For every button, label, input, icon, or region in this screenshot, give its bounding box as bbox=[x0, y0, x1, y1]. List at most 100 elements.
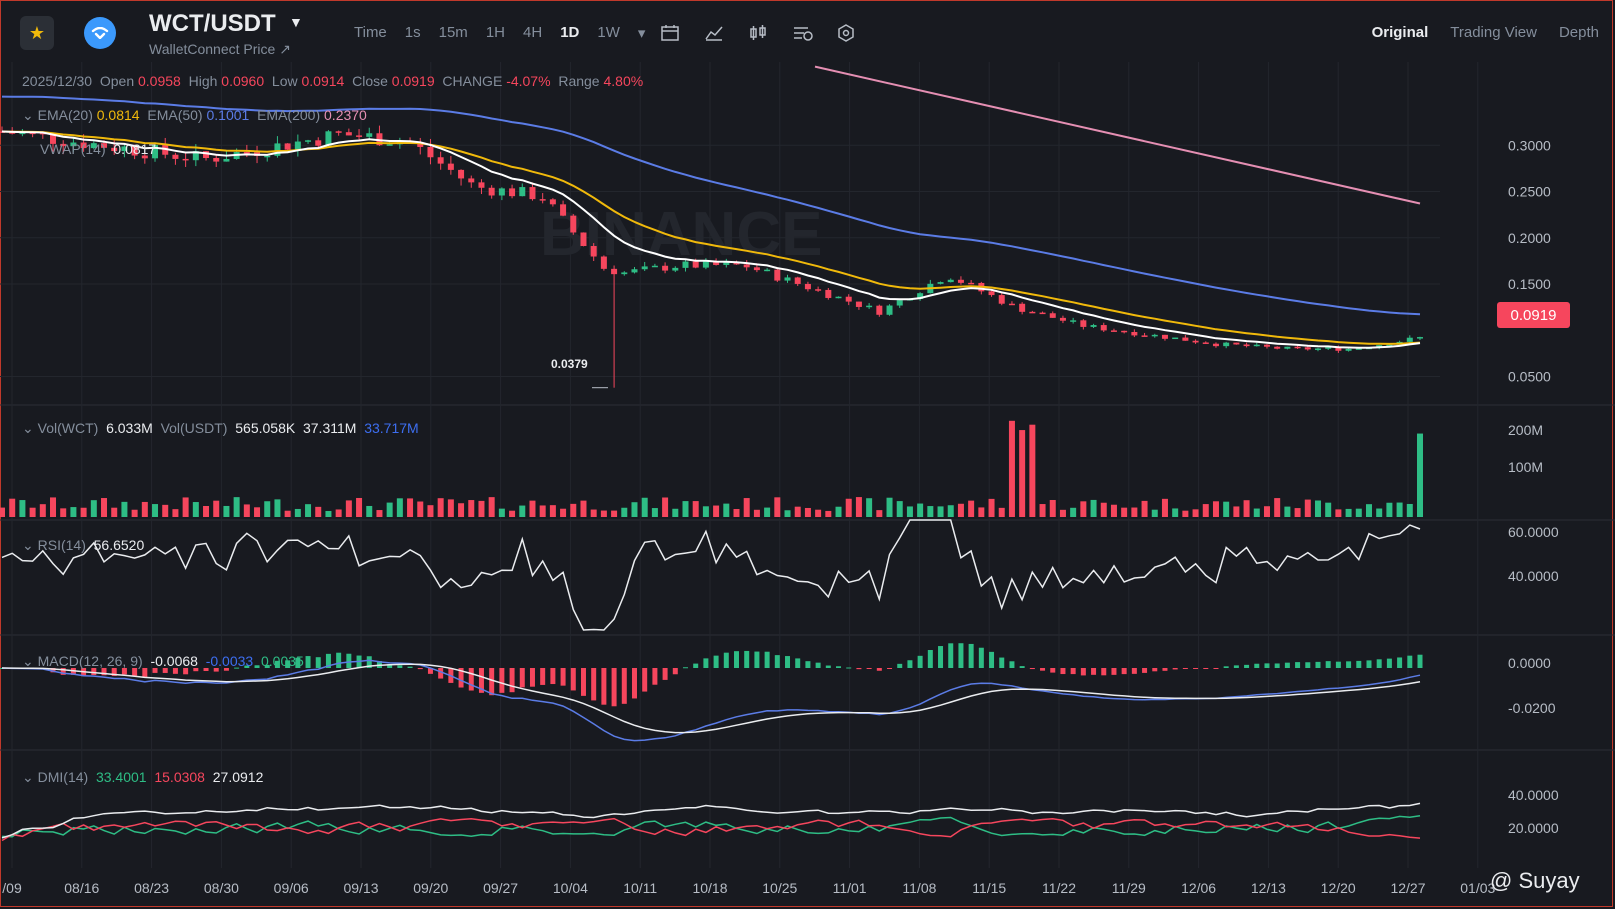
view-trading-view[interactable]: Trading View bbox=[1450, 24, 1537, 41]
interval-1h[interactable]: 1H bbox=[485, 24, 505, 41]
indicator-axis-label: -0.0200 bbox=[1508, 700, 1556, 716]
macd-histogram-bar bbox=[1152, 668, 1158, 672]
volume-bar bbox=[570, 503, 577, 517]
volume-bar bbox=[917, 503, 924, 517]
volume-bar bbox=[19, 500, 26, 517]
range-value: 4.80% bbox=[603, 73, 644, 89]
indicator-axis-label: 200M bbox=[1508, 422, 1543, 438]
dmi-collapse-icon[interactable]: ⌄ bbox=[22, 769, 34, 785]
candle-body bbox=[447, 163, 454, 170]
macd-histogram-bar bbox=[917, 655, 923, 668]
macd-histogram-bar bbox=[611, 668, 617, 707]
macd-histogram-bar bbox=[672, 668, 678, 675]
macd-histogram-bar bbox=[1325, 661, 1331, 668]
interval-15m[interactable]: 15m bbox=[438, 24, 468, 41]
pair-title[interactable]: WCT/USDT bbox=[149, 10, 276, 37]
candle-body bbox=[223, 158, 230, 162]
macd-legend[interactable]: ⌄ MACD(12, 26, 9) -0.0068 -0.0033 0.0035 bbox=[22, 653, 304, 670]
calendar-icon[interactable] bbox=[660, 20, 704, 46]
candle-body bbox=[549, 199, 556, 205]
volume-bar bbox=[203, 505, 210, 517]
macd-histogram-bar bbox=[376, 661, 382, 668]
favorite-star-icon[interactable]: ★ bbox=[20, 16, 54, 50]
interval-4h[interactable]: 4H bbox=[523, 24, 543, 41]
candle-body bbox=[794, 277, 801, 284]
dmi-adx-line bbox=[1, 802, 1421, 839]
volume-bar bbox=[1161, 498, 1168, 517]
macd-histogram-bar bbox=[295, 657, 301, 668]
interval-time[interactable]: Time bbox=[354, 24, 387, 41]
volume-bar bbox=[1314, 500, 1321, 517]
macd-histogram-bar bbox=[1315, 661, 1321, 668]
macd-histogram-bar bbox=[183, 668, 189, 675]
volume-bar bbox=[937, 506, 944, 517]
macd-histogram-bar bbox=[540, 668, 546, 685]
dmi-minus-value: 15.0308 bbox=[154, 769, 205, 785]
volume-collapse-icon[interactable]: ⌄ bbox=[22, 420, 34, 436]
pair-subtitle-link[interactable]: WalletConnect Price ↗ bbox=[149, 41, 291, 57]
date-tick-label: 11/29 bbox=[1112, 880, 1146, 896]
interval-1s[interactable]: 1s bbox=[404, 24, 421, 41]
macd-histogram-bar bbox=[1223, 666, 1229, 668]
volume-bar bbox=[243, 504, 250, 517]
macd-hist-value: 0.0035 bbox=[260, 653, 304, 669]
macd-histogram-bar bbox=[815, 662, 821, 668]
macd-histogram-bar bbox=[1162, 668, 1168, 671]
macd-histogram-bar bbox=[387, 664, 393, 668]
low-value: 0.0914 bbox=[301, 73, 345, 89]
date-tick-label: 10/11 bbox=[623, 880, 657, 896]
candle-body bbox=[1274, 346, 1281, 349]
candle-body bbox=[866, 305, 873, 308]
candle-body bbox=[876, 305, 883, 315]
volume-bar bbox=[1396, 502, 1403, 517]
line-chart-icon[interactable] bbox=[704, 20, 748, 46]
date-tick-label: 10/25 bbox=[762, 880, 797, 896]
interval-1d[interactable]: 1D bbox=[560, 24, 580, 41]
rsi-line bbox=[1, 519, 1421, 631]
macd-histogram-bar bbox=[132, 668, 138, 676]
close-label: Close bbox=[352, 73, 388, 89]
candle-type-icon[interactable] bbox=[748, 20, 792, 46]
ema20-label: EMA(20) bbox=[37, 107, 93, 123]
pair-dropdown-icon[interactable]: ▼ bbox=[289, 14, 303, 30]
candle-body bbox=[1223, 342, 1230, 347]
macd-histogram-bar bbox=[346, 653, 352, 668]
candle-body bbox=[672, 267, 679, 271]
view-original[interactable]: Original bbox=[1371, 24, 1429, 41]
macd-histogram-bar bbox=[1264, 663, 1270, 668]
volume-bar bbox=[1355, 508, 1362, 517]
ema-legend[interactable]: ⌄ EMA(20) 0.0814 EMA(50) 0.1001 EMA(200)… bbox=[22, 107, 367, 124]
indicator-settings-icon[interactable] bbox=[792, 20, 836, 46]
volume-legend[interactable]: ⌄ Vol(WCT) 6.033M Vol(USDT) 565.058K 37.… bbox=[22, 420, 419, 437]
volume-bar bbox=[1223, 501, 1230, 517]
candle-body bbox=[968, 282, 975, 285]
dmi-legend[interactable]: ⌄ DMI(14) 33.4001 15.0308 27.0912 bbox=[22, 769, 263, 786]
macd-histogram-bar bbox=[1295, 662, 1301, 668]
date-tick-label: 08/30 bbox=[204, 880, 239, 896]
interval-1w[interactable]: 1W bbox=[597, 24, 620, 41]
candle-body bbox=[692, 261, 699, 268]
macd-histogram-bar bbox=[866, 668, 872, 669]
candle-body bbox=[182, 158, 189, 161]
vwap-line bbox=[1, 130, 1421, 349]
macd-histogram-bar bbox=[795, 658, 801, 668]
candle-body bbox=[1294, 346, 1301, 349]
rsi-collapse-icon[interactable]: ⌄ bbox=[22, 537, 34, 553]
hexagon-settings-icon[interactable] bbox=[836, 20, 880, 46]
candle-body bbox=[60, 143, 67, 147]
candle-body bbox=[509, 188, 516, 197]
macd-histogram-bar bbox=[285, 660, 291, 668]
vwap-value: 0.0817 bbox=[113, 141, 157, 157]
macd-histogram-bar bbox=[591, 668, 597, 701]
more-intervals-icon[interactable]: ▾ bbox=[637, 25, 646, 42]
volume-bar bbox=[60, 508, 67, 517]
ema-collapse-icon[interactable]: ⌄ bbox=[22, 107, 34, 123]
volume-bar bbox=[284, 510, 291, 517]
view-depth[interactable]: Depth bbox=[1558, 24, 1599, 41]
macd-collapse-icon[interactable]: ⌄ bbox=[22, 653, 34, 669]
rsi-legend[interactable]: ⌄ RSI(14) 56.6520 bbox=[22, 537, 144, 554]
volume-bar bbox=[764, 507, 771, 517]
volume-bar bbox=[641, 497, 648, 517]
candle-body bbox=[988, 291, 995, 296]
